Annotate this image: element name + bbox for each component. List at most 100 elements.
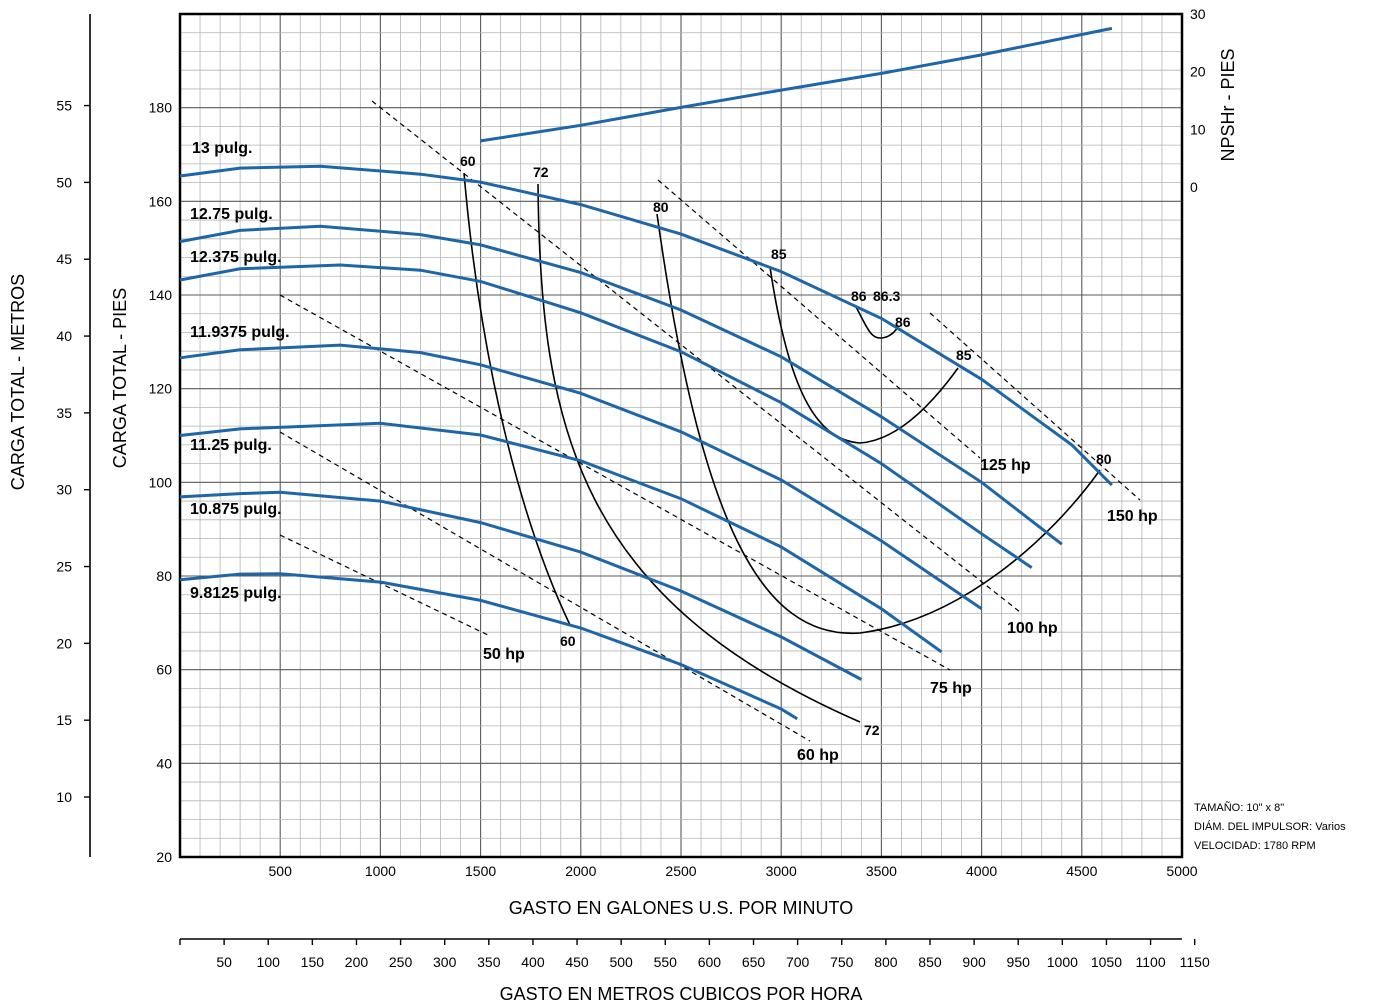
x2-tick-label: 150 — [301, 954, 325, 970]
y2-tick-label: 20 — [56, 635, 72, 651]
y2-tick-label: 10 — [56, 789, 72, 805]
x-tick-label: 1500 — [465, 863, 496, 879]
x2-tick-label: 1050 — [1091, 954, 1122, 970]
impeller-label: 9.8125 pulg. — [190, 585, 282, 602]
x-tick-label: 2500 — [665, 863, 696, 879]
x2-tick-label: 650 — [742, 954, 766, 970]
x2-axis-title: GASTO EN METROS CUBICOS POR HORA — [500, 984, 863, 1004]
efficiency-label: 85 — [956, 347, 972, 363]
spec-note: TAMAÑO: 10" x 8" — [1194, 801, 1284, 814]
efficiency-label: 80 — [1096, 451, 1112, 467]
y-tick-label: 160 — [149, 193, 173, 209]
x2-tick-label: 300 — [433, 954, 457, 970]
npsh-tick-label: 30 — [1190, 6, 1206, 22]
grid — [179, 13, 1183, 858]
spec-note: VELOCIDAD: 1780 RPM — [1194, 840, 1316, 852]
efficiency-label: 80 — [653, 199, 669, 215]
efficiency-curve-86 — [855, 306, 899, 339]
impeller-labels: 13 pulg. 12.75 pulg. 12.375 pulg. 11.937… — [190, 140, 290, 602]
pump-curve-0 — [179, 164, 1113, 487]
y2-tick-label: 35 — [56, 405, 72, 421]
x2-tick-label: 500 — [609, 954, 633, 970]
x2-tick-label: 600 — [698, 954, 722, 970]
x2-tick-label: 550 — [654, 954, 678, 970]
npsh-tick-labels: 0 10 20 30 — [1190, 6, 1206, 195]
pump-curve-4 — [179, 421, 943, 654]
y2-tick-label: 15 — [56, 712, 72, 728]
y-tick-label: 180 — [149, 100, 173, 116]
horsepower-labels: 50 hp 60 hp 75 hp 100 hp 125 hp 150 hp — [483, 457, 1158, 764]
y-tick-label: 120 — [149, 381, 173, 397]
x-tick-label: 500 — [269, 863, 293, 879]
y2-tick-labels: 10 15 20 25 30 35 40 45 50 55 — [56, 98, 90, 805]
x2-tick-label: 400 — [521, 954, 545, 970]
spec-notes: TAMAÑO: 10" x 8" DIÁM. DEL IMPULSOR: Var… — [1194, 801, 1346, 852]
hp-line-50 — [279, 534, 491, 637]
impeller-label: 12.75 pulg. — [190, 206, 273, 223]
npshr-curve — [480, 26, 1113, 143]
pump-curve-5 — [179, 490, 863, 681]
x-tick-label: 1000 — [365, 863, 396, 879]
x2-tick-label: 100 — [257, 954, 281, 970]
efficiency-label: 72 — [533, 164, 549, 180]
y-axis-title: CARGA TOTAL - PIES — [110, 288, 130, 468]
hp-label: 50 hp — [483, 646, 525, 663]
x2-tick-label: 700 — [786, 954, 810, 970]
pump-curve-2 — [179, 263, 1033, 569]
y-tick-label: 60 — [156, 662, 172, 678]
y2-tick-label: 45 — [56, 251, 72, 267]
x2-tick-label: 900 — [962, 954, 986, 970]
efficiency-label: 85 — [771, 246, 787, 262]
hp-label: 125 hp — [980, 457, 1031, 474]
efficiency-label: 86 — [851, 288, 867, 304]
efficiency-label: 86.3 — [873, 288, 900, 304]
pump-curves — [179, 164, 1113, 721]
y-tick-label: 140 — [149, 287, 173, 303]
x2-tick-label: 250 — [389, 954, 413, 970]
y2-tick-label: 30 — [56, 482, 72, 498]
npsh-tick-label: 20 — [1190, 64, 1206, 80]
x2-tick-label: 50 — [216, 954, 232, 970]
x2-tick-label: 1000 — [1047, 954, 1078, 970]
npsh-tick-label: 10 — [1190, 121, 1206, 137]
x2-tick-label: 1150 — [1180, 954, 1210, 970]
efficiency-curve-80 — [656, 213, 1101, 635]
npsh-tick-label: 0 — [1190, 179, 1198, 195]
x-axis-title: GASTO EN GALONES U.S. POR MINUTO — [509, 898, 853, 918]
efficiency-label: 60 — [560, 633, 576, 649]
x2-tick-label: 800 — [874, 954, 898, 970]
impeller-label: 13 pulg. — [192, 140, 252, 157]
x-tick-label: 4500 — [1066, 863, 1097, 879]
hp-line-150 — [929, 312, 1141, 501]
efficiency-curve-72 — [537, 183, 861, 723]
y2-axis-title: CARGA TOTAL - METROS — [8, 274, 28, 490]
efficiency-curve-60 — [463, 172, 571, 626]
x2-tick-label: 450 — [565, 954, 589, 970]
hp-line-100 — [371, 100, 1021, 613]
hp-label: 100 hp — [1007, 620, 1058, 637]
x-tick-label: 3000 — [766, 863, 797, 879]
npsh-axis-title: NPSHr - PIES — [1218, 48, 1238, 161]
x-tick-labels: 500 1000 1500 2000 2500 3000 3500 4000 4500 5000 — [269, 863, 1198, 879]
x2-tick-label: 950 — [1007, 954, 1031, 970]
y-tick-labels: 20 40 60 80 100 120 140 160 180 — [149, 100, 173, 865]
y2-tick-label: 55 — [56, 98, 72, 114]
x-tick-label: 2000 — [565, 863, 596, 879]
impeller-label: 11.9375 pulg. — [190, 324, 290, 341]
y-tick-label: 100 — [149, 474, 173, 490]
impeller-label: 12.375 pulg. — [190, 249, 282, 266]
x-tick-label: 3500 — [866, 863, 897, 879]
impeller-label: 11.25 pulg. — [190, 437, 272, 454]
horsepower-lines — [279, 100, 1141, 742]
x2-tick-label: 200 — [345, 954, 369, 970]
pump-curve-6 — [179, 572, 798, 721]
x2-tick-label: 350 — [477, 954, 501, 970]
y-tick-label: 80 — [156, 568, 172, 584]
hp-label: 75 hp — [930, 680, 972, 697]
efficiency-curves — [463, 172, 1101, 723]
pump-curve-3 — [179, 343, 983, 611]
efficiency-label: 60 — [460, 153, 476, 169]
efficiency-labels: 60 60 72 72 80 80 85 85 86 86 86.3 — [460, 153, 1112, 738]
hp-label: 150 hp — [1107, 508, 1158, 525]
